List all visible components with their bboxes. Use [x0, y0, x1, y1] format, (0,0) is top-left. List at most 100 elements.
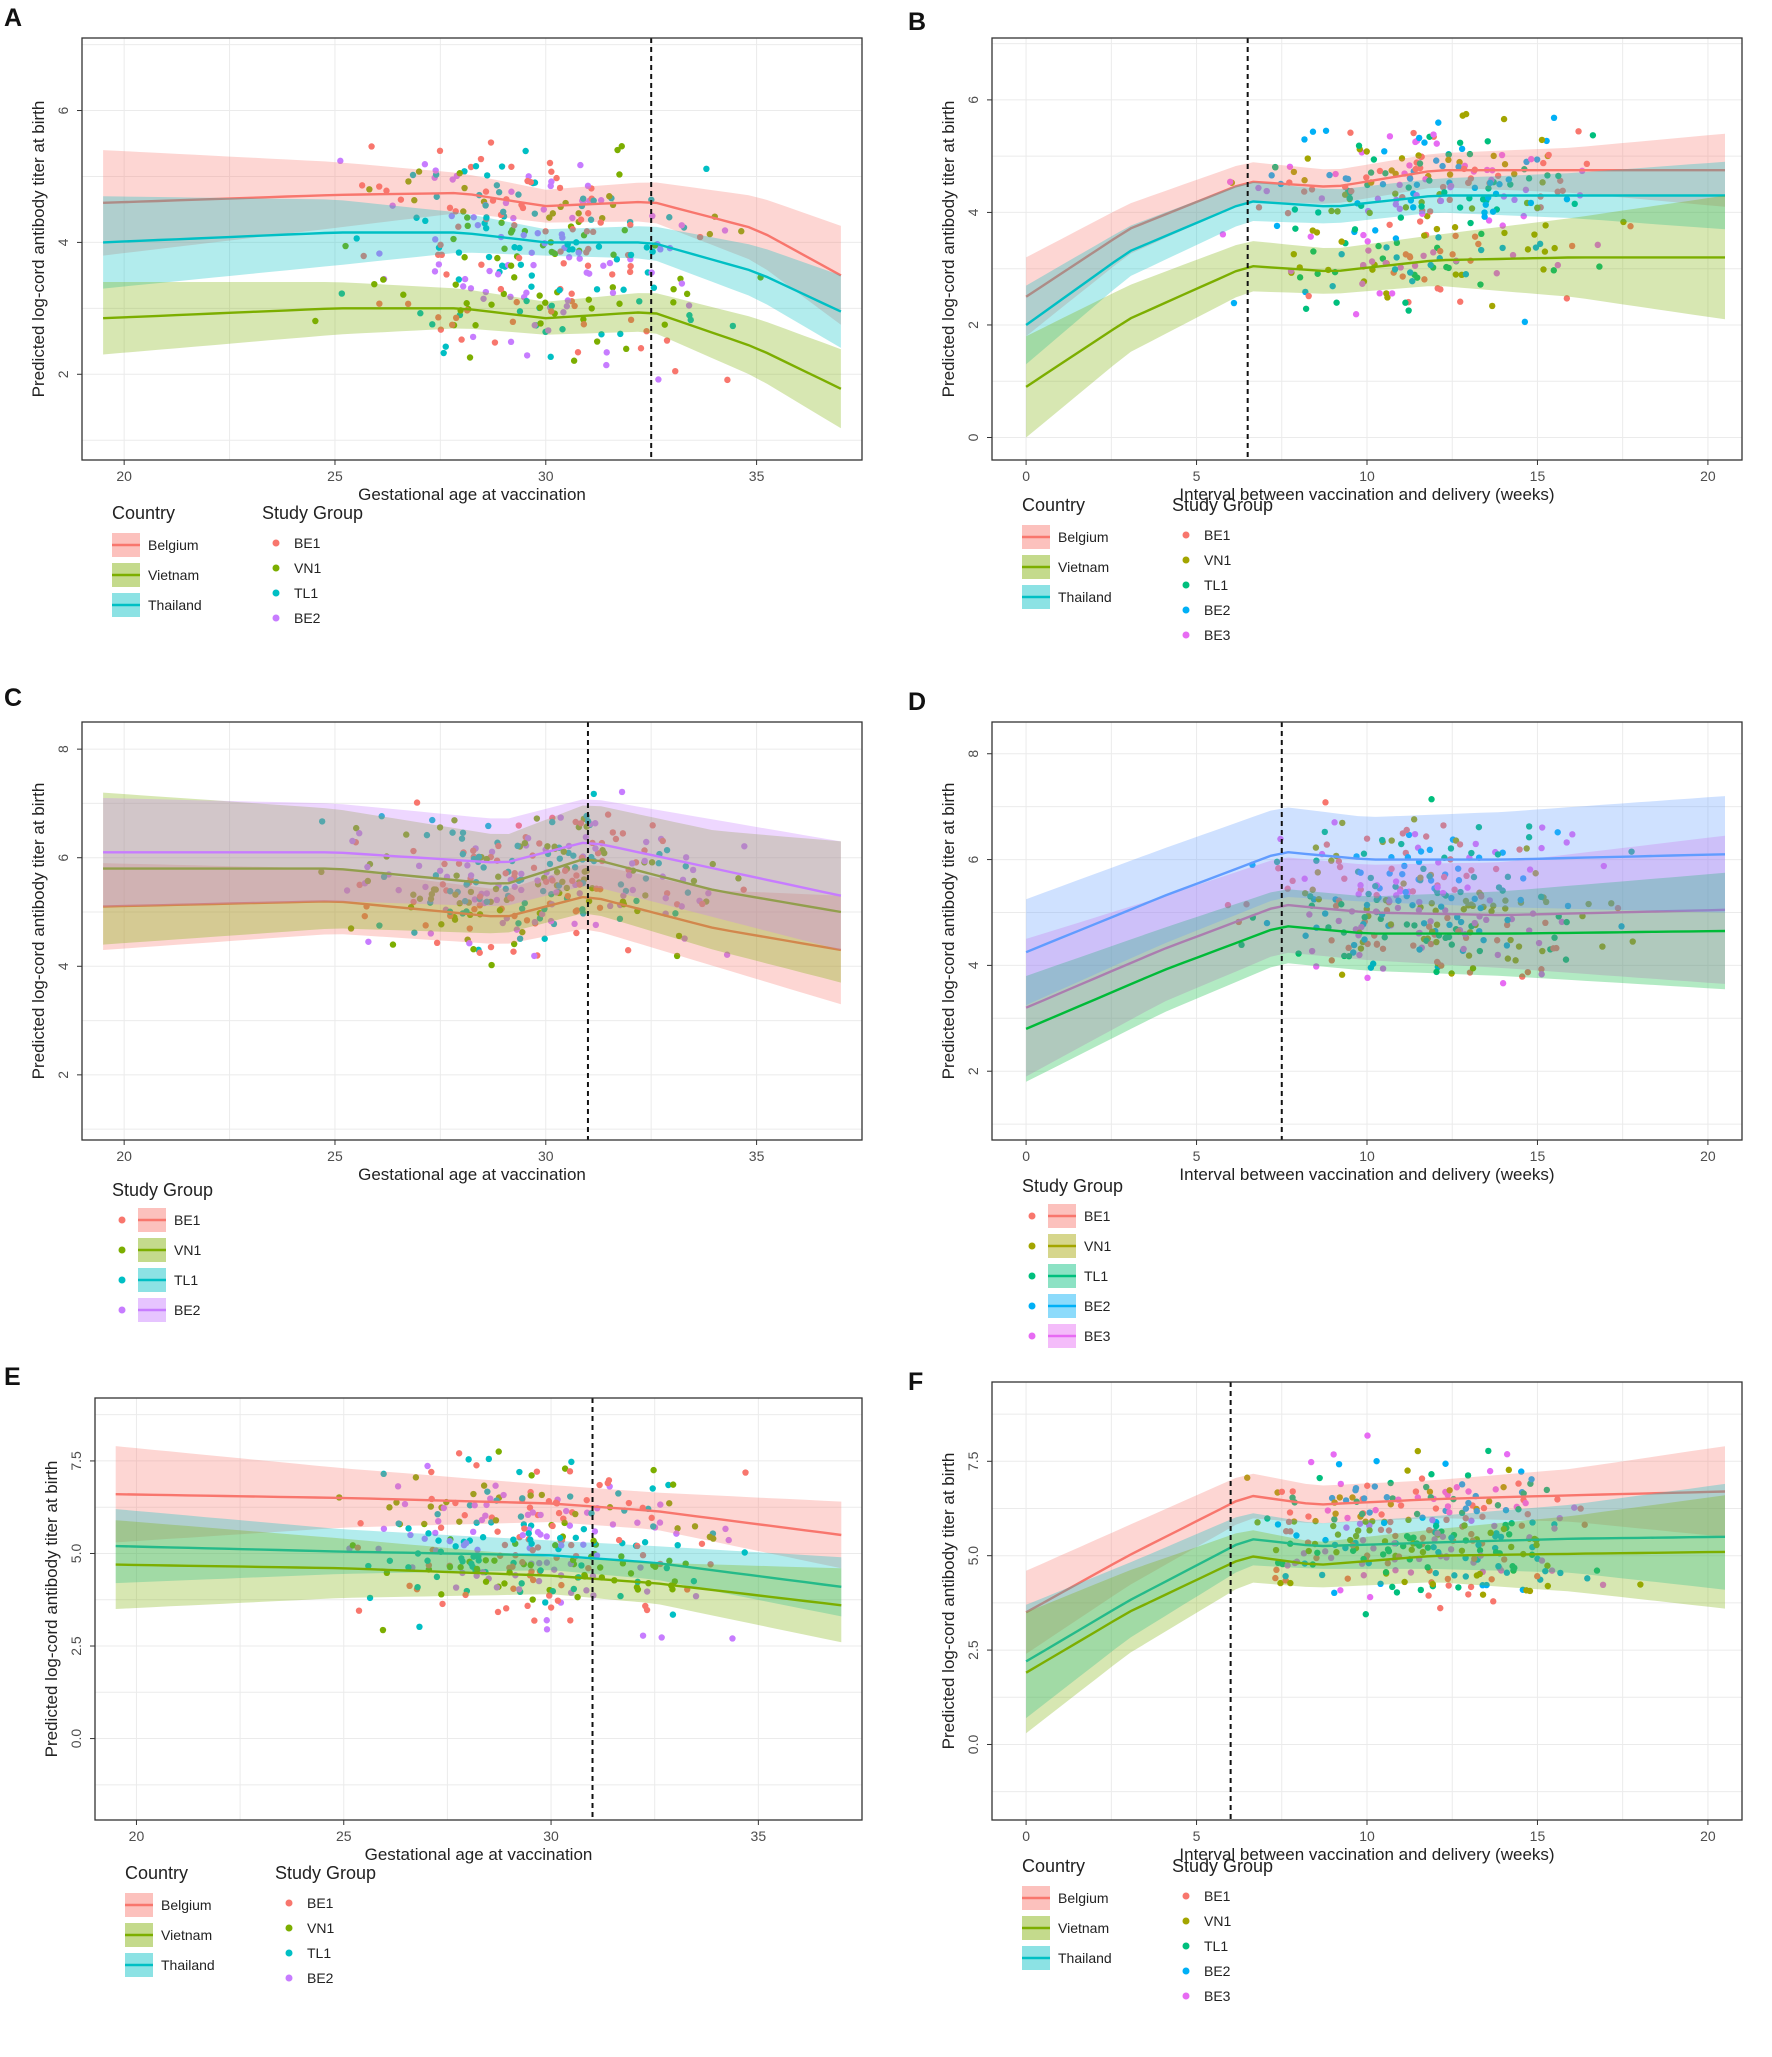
x-tick-label: 15 — [1530, 468, 1546, 484]
scatter-point — [495, 1609, 501, 1615]
scatter-point — [1352, 226, 1358, 232]
scatter-point — [1417, 218, 1423, 224]
scatter-point — [1452, 224, 1458, 230]
scatter-point — [1418, 1587, 1424, 1593]
scatter-point — [1331, 1590, 1337, 1596]
scatter-point — [1389, 290, 1395, 296]
x-tick-label: 0 — [1022, 1148, 1030, 1164]
legend-key-point — [119, 1307, 126, 1314]
scatter-point — [494, 1528, 500, 1534]
scatter-point — [627, 269, 633, 275]
scatter-point — [1410, 130, 1416, 136]
scatter-point — [1435, 119, 1441, 125]
y-tick-label: 4 — [55, 238, 71, 246]
scatter-point — [1316, 1475, 1322, 1481]
scatter-point — [1305, 293, 1311, 299]
scatter-point — [516, 255, 522, 261]
legend: Country Belgium Vietnam Thailand Study Group… — [1022, 1856, 1273, 2004]
legend-label-group: VN1 — [1084, 1238, 1111, 1254]
scatter-point — [1383, 290, 1389, 296]
y-axis-title: Predicted log-cord antibody titer at bir… — [939, 101, 958, 398]
scatter-point — [439, 1601, 445, 1607]
x-tick-label: 15 — [1530, 1148, 1546, 1164]
scatter-point — [1455, 1584, 1461, 1590]
legend: Country Belgium Vietnam Thailand Study Group… — [1022, 495, 1273, 643]
legend-label-group: VN1 — [294, 560, 321, 576]
scatter-point — [1337, 1587, 1343, 1593]
y-tick-label: 2 — [55, 1071, 71, 1079]
x-tick-label: 20 — [1700, 468, 1716, 484]
scatter-point — [456, 1450, 462, 1456]
legend-key-point — [1183, 1943, 1190, 1950]
scatter-point — [432, 268, 438, 274]
legend-key-point — [1183, 557, 1190, 564]
scatter-point — [1339, 972, 1345, 978]
legend-group-title: Study Group — [275, 1863, 376, 1883]
scatter-point — [1500, 980, 1506, 986]
panel-a: A20 25 30 35246Gestational age at vaccinati… — [4, 4, 862, 626]
scatter-point — [1308, 233, 1314, 239]
y-tick-label: 6 — [965, 855, 981, 863]
x-tick-label: 35 — [749, 468, 765, 484]
scatter-point — [581, 1526, 587, 1532]
scatter-point — [465, 1456, 471, 1462]
scatter-point — [1330, 1451, 1336, 1457]
scatter-point — [544, 1533, 550, 1539]
scatter-point — [1504, 1451, 1510, 1457]
panel-b: B0 5 10 15 200246Interval between vaccinatio… — [908, 8, 1742, 643]
scatter-point — [1364, 1432, 1370, 1438]
scatter-point — [575, 349, 581, 355]
panel-e: E20 25 30 350.02.55.07.5Gestational age at … — [4, 1363, 862, 1986]
scatter-point — [424, 1463, 430, 1469]
scatter-point — [508, 339, 514, 345]
scatter-point — [650, 1485, 656, 1491]
y-axis-title: Predicted log-cord antibody titer at bir… — [42, 1461, 61, 1758]
scatter-point — [729, 1635, 735, 1641]
panel-letter: E — [4, 1363, 21, 1391]
x-tick-label: 20 — [116, 1148, 132, 1164]
scatter-point — [1338, 238, 1344, 244]
legend-key-point — [119, 1277, 126, 1284]
legend-key-point — [286, 1900, 293, 1907]
scatter-point — [1467, 220, 1473, 226]
y-axis-title: Predicted log-cord antibody titer at bir… — [29, 783, 48, 1080]
legend-key-point — [1183, 607, 1190, 614]
scatter-point — [503, 1605, 509, 1611]
legend-group-title: Study Group — [262, 503, 363, 523]
scatter-point — [642, 1539, 648, 1545]
scatter-point — [473, 1462, 479, 1468]
legend-label-group: TL1 — [1204, 577, 1228, 593]
scatter-point — [443, 271, 449, 277]
scatter-point — [499, 163, 505, 169]
scatter-point — [1404, 1467, 1410, 1473]
legend-country-title: Country — [1022, 1856, 1085, 1876]
scatter-point — [547, 160, 553, 166]
legend-label-group: BE1 — [294, 535, 321, 551]
legend-label-country: Thailand — [161, 1957, 215, 1973]
scatter-point — [1575, 128, 1581, 134]
scatter-point — [1421, 139, 1427, 145]
legend-key-point — [1183, 582, 1190, 589]
x-tick-label: 25 — [327, 468, 343, 484]
scatter-point — [1425, 1592, 1431, 1598]
scatter-point — [670, 1611, 676, 1617]
panel-c: C20 25 30 352468Gestational age at vaccinat… — [4, 684, 862, 1322]
x-tick-label: 10 — [1359, 1828, 1375, 1844]
scatter-point — [1487, 1468, 1493, 1474]
scatter-point — [470, 1529, 476, 1535]
legend-group-title: Study Group — [1172, 1856, 1273, 1876]
panel-f: F0 5 10 15 200.02.55.07.5Interval between va… — [908, 1368, 1742, 2004]
scatter-point — [1353, 311, 1359, 317]
x-tick-label: 15 — [1530, 1828, 1546, 1844]
legend-label-country: Vietnam — [161, 1927, 212, 1943]
scatter-point — [510, 948, 516, 954]
scatter-point — [453, 281, 459, 287]
x-tick-label: 10 — [1359, 468, 1375, 484]
x-tick-label: 0 — [1022, 1828, 1030, 1844]
legend-key-point — [1183, 1968, 1190, 1975]
scatter-point — [1301, 136, 1307, 142]
legend-label-group: VN1 — [1204, 552, 1231, 568]
legend-group-title: Study Group — [1172, 495, 1273, 515]
x-tick-label: 5 — [1193, 1148, 1201, 1164]
y-tick-label: 2 — [55, 370, 71, 378]
